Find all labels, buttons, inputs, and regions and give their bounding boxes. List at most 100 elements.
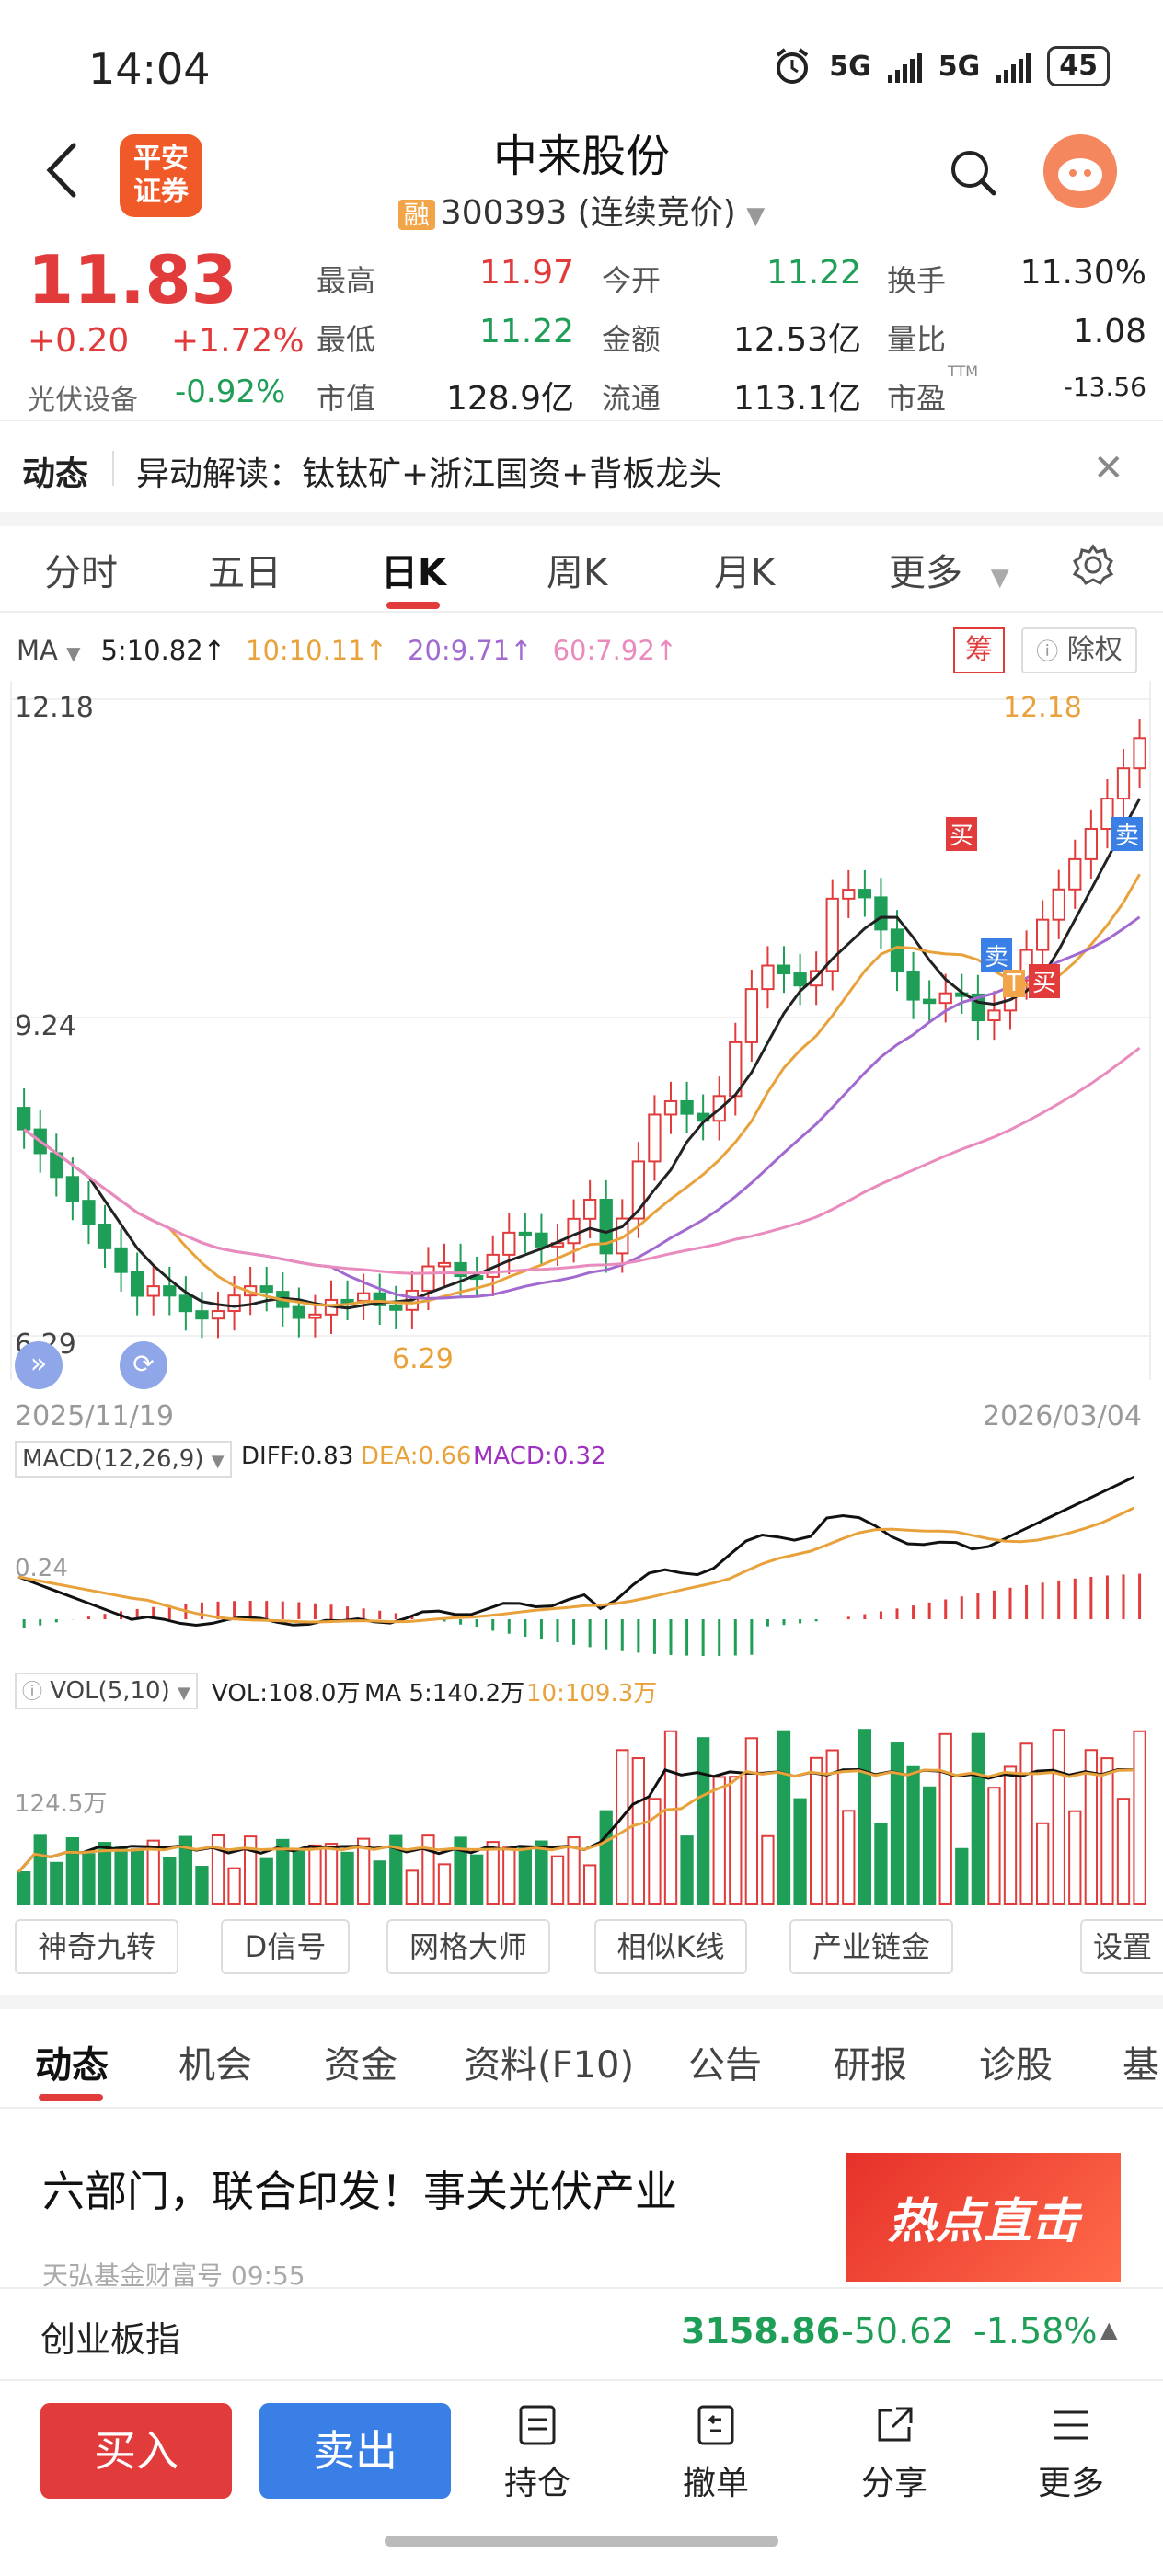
index-change: -50.62 [841,2311,954,2352]
volume-bar [50,1861,63,1905]
article-title[interactable]: 六部门，联合印发！事关光伏产业 [42,2167,677,2216]
tab-capital[interactable]: 资金 [324,2044,397,2087]
kline-chart[interactable] [0,681,1163,1914]
chevron-down-icon: ▼ [211,1452,225,1471]
cancel-order-button[interactable]: 撤单 [661,2403,771,2504]
tab-f10[interactable]: 资料(F10) [464,2044,635,2087]
tab-daily-k[interactable]: 日K [381,552,446,594]
cancel-order-icon [697,2405,734,2445]
tab-fund[interactable]: 基 [1123,2044,1159,2087]
more-button[interactable]: 更多 [1016,2403,1126,2504]
active-tab-indicator [386,602,440,609]
tab-monthly-k[interactable]: 月K [714,552,776,594]
hot-topic-banner[interactable]: 热点直击 [846,2153,1121,2282]
stock-code-line[interactable]: 融 300393 (连续竞价) ▼ [0,186,1163,234]
volume-bar [146,1839,160,1906]
volume-bar [502,1846,516,1905]
share-button[interactable]: 分享 [839,2403,950,2504]
index-bar[interactable] [0,2287,1163,2379]
volume-bar [389,1834,403,1905]
volume-bar [955,1847,969,1905]
volume-bar [1133,1730,1146,1906]
buy-signal[interactable]: 买 [1029,964,1061,998]
volume-bar [616,1749,629,1906]
volume-bar [1036,1822,1050,1906]
menu-icon [1054,2410,1088,2440]
ma-selector[interactable]: MA ▼ [17,635,80,666]
quote-label: 金额 [602,322,662,357]
volume-bar [599,1810,613,1906]
candle-body [793,972,807,987]
y-axis-mid: 9.24 [15,1010,76,1042]
quote-value: 1.08 [1072,313,1146,351]
quote-value: 11.97 [478,254,574,292]
chip-distribution-button[interactable]: 筹 [953,627,1005,673]
volume-bar [697,1737,710,1906]
macd-selector[interactable]: MACD(12,26,9) ▼ [15,1441,232,1478]
stock-code-status: 300393 (连续竞价) [440,194,736,232]
tab-more[interactable]: 更多 ▼ [889,543,1009,596]
candle-body [777,964,791,975]
tab-fenshi[interactable]: 分时 [44,552,118,594]
chevron-down-icon: ▼ [178,1684,190,1703]
buy-button[interactable]: 买入 [40,2403,232,2499]
tool-settings[interactable]: 设置 [1080,1919,1163,1974]
expand-up-icon[interactable]: ▲ [1100,2317,1118,2342]
assistant-avatar-icon[interactable] [1043,134,1117,208]
candle-body [518,1231,533,1236]
tool-shenqi-jiuzhuan[interactable]: 神奇九转 [15,1919,178,1974]
candle-body [906,971,920,1001]
candle-body [874,896,888,931]
ma-legend[interactable]: MA ▼ 5:10.82↑ 10:10.11↑ 20:9.71↑ 60:7.92… [17,635,677,666]
sell-signal[interactable]: 卖 [981,938,1013,972]
low-price-mark: 6.29 [392,1343,454,1375]
more-label: 更多 [1037,2465,1104,2502]
y-axis-high: 12.18 [15,692,94,724]
news-headline[interactable]: 异动解读：钛钛矿+浙江国资+背板龙头 [136,455,722,493]
quote-label: 流通 [602,381,662,416]
holdings-button[interactable]: 持仓 [482,2403,593,2504]
ex-rights-label: 除权 [1066,634,1123,666]
tab-weekly-k[interactable]: 周K [547,552,608,594]
volume-bar [744,1737,759,1905]
tab-opportunity[interactable]: 机会 [178,2044,252,2087]
back-arrow-icon[interactable] [40,138,85,202]
tool-grid-master[interactable]: 网格大师 [386,1919,550,1974]
tab-research[interactable]: 研报 [834,2044,907,2087]
volume-bar [1116,1798,1131,1905]
candle-body [648,1113,662,1163]
sell-button[interactable]: 卖出 [259,2403,451,2499]
vol-selector[interactable]: ⓘ VOL(5,10) ▼ [15,1673,198,1709]
search-icon[interactable] [948,147,997,197]
settings-gear-icon[interactable] [1071,543,1115,587]
ex-rights-button[interactable]: ⓘ 除权 [1021,627,1137,673]
expand-icon[interactable]: » [15,1341,63,1389]
quote-value: 12.53亿 [732,321,861,359]
candle-body [211,1310,225,1320]
volume-bar [793,1798,807,1905]
candle-body [987,1009,1001,1022]
volume-bar [663,1730,678,1905]
candle-body [146,1285,160,1297]
home-indicator[interactable] [385,2536,778,2547]
tab-news[interactable]: 动态 [35,2044,109,2087]
volume-bar [1003,1765,1018,1905]
tab-announcement[interactable]: 公告 [688,2044,762,2087]
t-signal[interactable]: T [1003,970,1025,997]
volume-bar [292,1849,306,1905]
sector-name[interactable]: 光伏设备 [28,385,138,417]
tool-d-signal[interactable]: D信号 [221,1919,350,1974]
quote-value: 11.22 [478,313,574,351]
news-tag: 动态 [22,455,89,493]
tab-diagnosis[interactable]: 诊股 [979,2044,1053,2087]
buy-signal[interactable]: 买 [946,817,978,851]
tab-wuri[interactable]: 五日 [208,552,282,594]
volume-bar [1100,1757,1114,1905]
tool-industry-chain[interactable]: 产业链金 [789,1919,953,1974]
tool-similar-kline[interactable]: 相似K线 [594,1919,747,1974]
close-icon[interactable]: ✕ [1093,447,1124,489]
volume-bar [486,1841,500,1905]
refresh-icon[interactable]: ⟳ [120,1341,167,1389]
sell-signal[interactable]: 卖 [1111,817,1144,851]
volume-bar [211,1834,225,1906]
